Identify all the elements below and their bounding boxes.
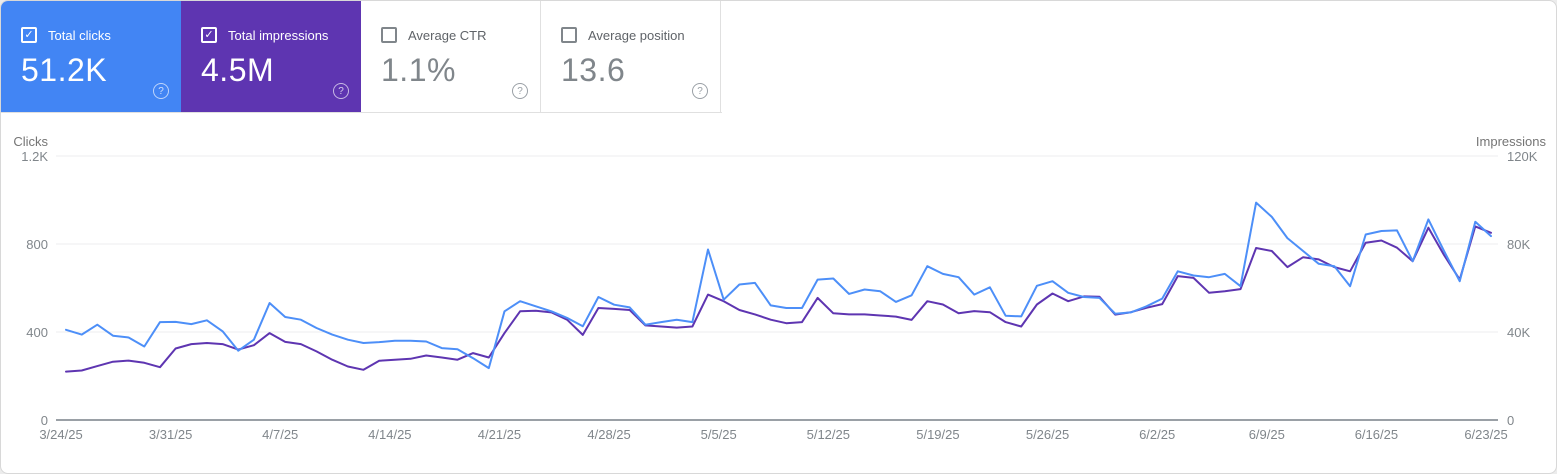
x-axis-tick-3/24/25: 3/24/25 — [39, 427, 82, 442]
card-label-total-impressions: Total impressions — [228, 27, 329, 43]
card-header-average-ctr: Average CTR — [381, 27, 540, 43]
checkbox-average-position-unchecked[interactable] — [561, 27, 577, 43]
checkbox-average-ctr-unchecked[interactable] — [381, 27, 397, 43]
checkbox-total-impressions-checked[interactable]: ✓ — [201, 27, 217, 43]
right-axis-tick-80K: 80K — [1507, 237, 1530, 252]
card-header-total-impressions: ✓ Total impressions — [201, 27, 361, 43]
metric-card-average-ctr[interactable]: Average CTR 1.1% ? — [361, 1, 541, 112]
card-label-average-position: Average position — [588, 27, 685, 43]
card-header-average-position: Average position — [561, 27, 720, 43]
card-value-total-clicks: 51.2K — [21, 52, 108, 88]
x-axis-tick-5/26/25: 5/26/25 — [1026, 427, 1069, 442]
x-axis-tick-6/16/25: 6/16/25 — [1355, 427, 1398, 442]
x-axis-tick-6/9/25: 6/9/25 — [1249, 427, 1285, 442]
clicks-line — [65, 201, 1492, 370]
x-axis-tick-6/23/25: 6/23/25 — [1464, 427, 1507, 442]
right-axis-tick-0: 0 — [1507, 413, 1514, 428]
card-label-total-clicks: Total clicks — [48, 27, 111, 43]
right-axis-tick-40K: 40K — [1507, 325, 1530, 340]
card-label-average-ctr: Average CTR — [408, 27, 487, 43]
left-axis-tick-0: 0 — [41, 413, 48, 428]
right-axis-title: Impressions — [1476, 134, 1547, 149]
help-icon-average-position[interactable]: ? — [692, 83, 708, 99]
x-axis-tick-4/21/25: 4/21/25 — [478, 427, 521, 442]
card-value-total-impressions: 4.5M — [201, 52, 275, 88]
x-axis-tick-4/7/25: 4/7/25 — [262, 427, 298, 442]
x-axis-tick-5/5/25: 5/5/25 — [701, 427, 737, 442]
help-icon-total-impressions[interactable]: ? — [333, 83, 349, 99]
clicks-impressions-chart-svg[interactable]: Clicks Impressions1.2K8004000120K80K40K03… — [1, 125, 1557, 474]
card-value-average-position: 13.6 — [561, 52, 626, 88]
x-axis-tick-4/14/25: 4/14/25 — [368, 427, 411, 442]
metric-card-total-clicks[interactable]: ✓ Total clicks 51.2K ? — [1, 1, 181, 112]
x-axis-tick-3/31/25: 3/31/25 — [149, 427, 192, 442]
metric-card-average-position[interactable]: Average position 13.6 ? — [541, 1, 721, 112]
card-header-total-clicks: ✓ Total clicks — [21, 27, 181, 43]
metric-card-total-impressions[interactable]: ✓ Total impressions 4.5M ? — [181, 1, 361, 112]
x-axis-tick-5/19/25: 5/19/25 — [916, 427, 959, 442]
card-value-average-ctr: 1.1% — [381, 52, 456, 88]
x-axis-tick-4/28/25: 4/28/25 — [587, 427, 630, 442]
metric-cards-row: ✓ Total clicks 51.2K ? ✓ Total impressio… — [1, 1, 722, 113]
help-icon-total-clicks[interactable]: ? — [153, 83, 169, 99]
x-axis-tick-5/12/25: 5/12/25 — [807, 427, 850, 442]
performance-line-chart[interactable]: Clicks Impressions 1.2K 800 400 0 120K 80K 40K 0 3… — [1, 125, 1557, 474]
impressions-line — [65, 225, 1492, 373]
help-icon-average-ctr[interactable]: ? — [512, 83, 528, 99]
left-axis-title: Clicks — [13, 134, 48, 149]
x-axis-tick-6/2/25: 6/2/25 — [1139, 427, 1175, 442]
left-axis-tick-800: 800 — [26, 237, 48, 252]
right-axis-tick-120K: 120K — [1507, 149, 1538, 164]
left-axis-tick-400: 400 — [26, 325, 48, 340]
left-axis-tick-1.2K: 1.2K — [21, 149, 48, 164]
checkbox-total-clicks-checked[interactable]: ✓ — [21, 27, 37, 43]
